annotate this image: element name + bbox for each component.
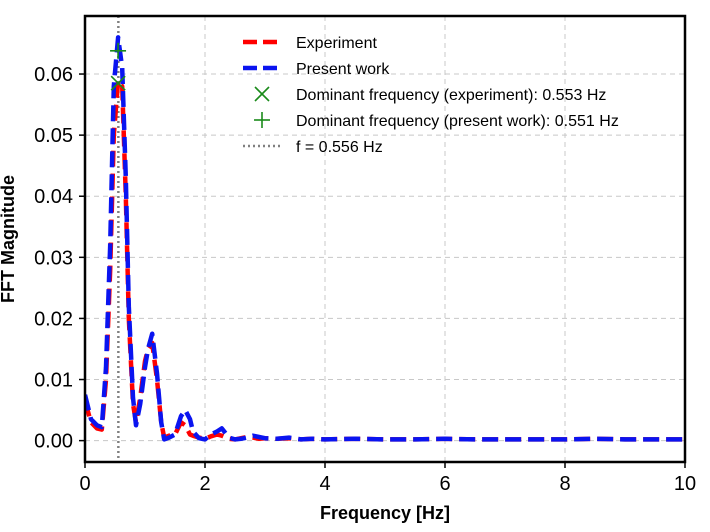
grid-layer	[85, 16, 685, 462]
dominant-x-marker	[110, 75, 126, 91]
legend-entry-dominant-experiment: Dominant frequency (experiment): 0.553 H…	[254, 86, 606, 104]
series-layer	[85, 35, 685, 442]
x-tick-label: 6	[439, 473, 450, 495]
x-tick-label: 2	[199, 473, 210, 495]
legend-plus-marker-shape	[254, 112, 270, 128]
y-tick-label: 0.01	[34, 370, 73, 392]
x-tick-label: 4	[319, 473, 330, 495]
legend-x-marker-icon	[254, 86, 270, 102]
marker-layer	[110, 42, 127, 91]
x-tick-label: 10	[674, 473, 696, 495]
x-tick-label: 0	[79, 473, 90, 495]
legend-x-marker-shape	[254, 86, 270, 102]
series-line-present-work	[85, 35, 685, 442]
legend-entry-present-work: Present work	[243, 61, 390, 78]
plot-frame	[83, 14, 687, 464]
legend: Experiment Present work Dominant frequen…	[243, 35, 619, 156]
legend-plus-marker-icon	[254, 112, 270, 128]
legend-entry-dominant-present-work: Dominant frequency (present work): 0.551…	[254, 112, 619, 130]
y-tick-label: 0.00	[34, 431, 73, 453]
legend-label-dominant-present-work: Dominant frequency (present work): 0.551…	[296, 113, 619, 130]
dominant-plus-marker	[110, 42, 127, 59]
legend-label-present-work: Present work	[296, 61, 390, 78]
y-axis-title: FFT Magnitude	[0, 175, 18, 303]
x-axis-title: Frequency [Hz]	[320, 503, 450, 523]
legend-entry-reference-frequency: f = 0.556 Hz	[243, 139, 383, 156]
tick-layer: 0 2 4 6 8 10 0.00 0.01 0.02 0.03 0.04 0.05 0.06	[34, 64, 696, 495]
legend-label-experiment: Experiment	[296, 35, 377, 52]
y-tick-label: 0.02	[34, 308, 73, 330]
legend-label-reference-frequency: f = 0.556 Hz	[296, 139, 383, 156]
x-tick-label: 8	[559, 473, 570, 495]
legend-label-dominant-experiment: Dominant frequency (experiment): 0.553 H…	[296, 87, 606, 104]
series-line-experiment	[85, 77, 685, 442]
y-tick-label: 0.03	[34, 247, 73, 269]
y-tick-label: 0.06	[34, 64, 73, 86]
y-tick-label: 0.04	[34, 186, 73, 208]
y-tick-label: 0.05	[34, 125, 73, 147]
legend-entry-experiment: Experiment	[243, 35, 377, 52]
